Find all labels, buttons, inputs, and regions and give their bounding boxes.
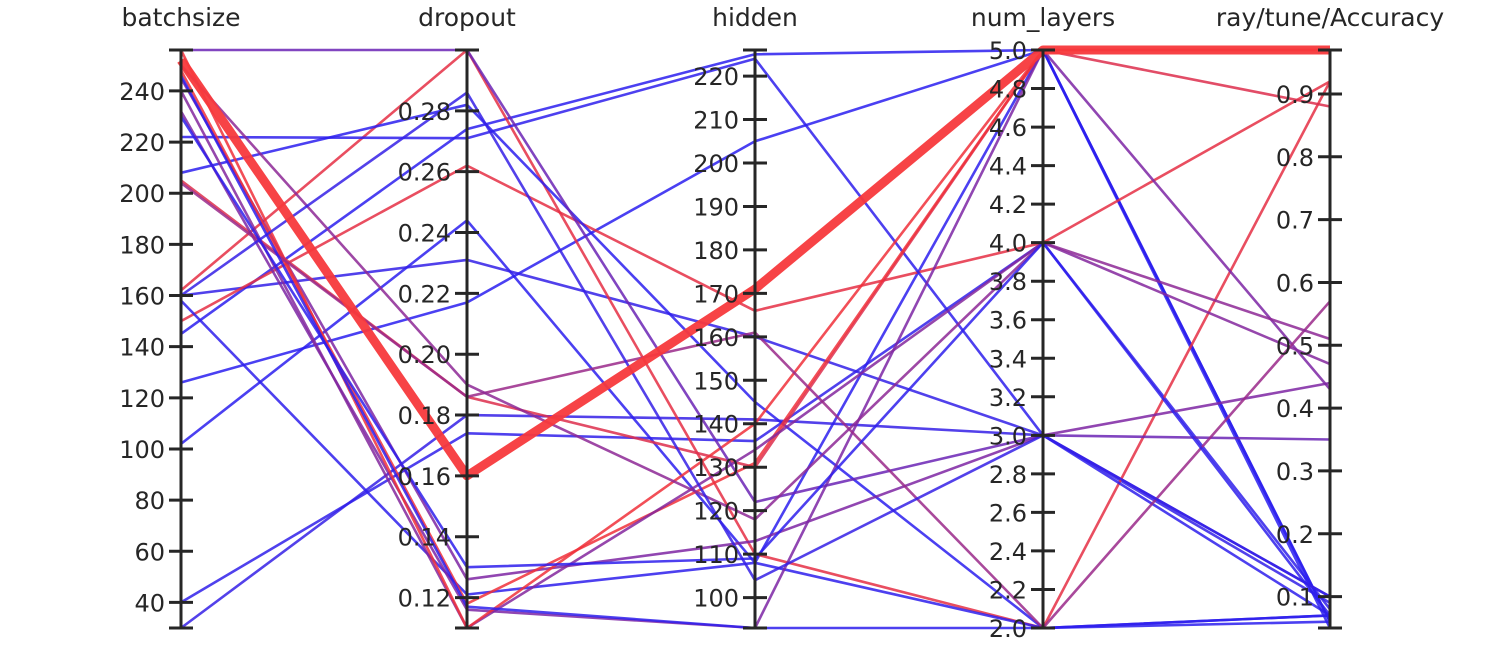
tick-label: 0.12 — [398, 585, 451, 613]
tick-label: 120 — [119, 385, 165, 413]
tick-label: 200 — [693, 150, 739, 178]
tick-label: 2.6 — [989, 499, 1027, 527]
axis-batchsize: 40 60 80 100 120 140 160 180 200 220 240 batchsize — [119, 3, 241, 630]
axis-accuracy: 0.1 0.2 0.3 0.4 0.5 0.6 0.7 0.8 0.9 ray/tune/Accu… — [1216, 3, 1444, 630]
tick-label: 4.8 — [989, 76, 1027, 104]
tick-label: 0.18 — [398, 402, 451, 430]
tick-label: 2.4 — [989, 538, 1027, 566]
tick-label: 100 — [119, 436, 165, 464]
tick-label: 3.6 — [989, 307, 1027, 335]
tick-label: 120 — [693, 498, 739, 526]
tick-label: 220 — [693, 63, 739, 91]
tick-label: 60 — [134, 538, 165, 566]
tick-label: 140 — [119, 334, 165, 362]
tick-label: 0.28 — [398, 98, 451, 126]
tick-label: 160 — [119, 283, 165, 311]
tick-label: 0.1 — [1276, 584, 1314, 612]
tick-label: 0.24 — [398, 220, 451, 248]
tick-label: 220 — [119, 129, 165, 157]
tick-label: 4.2 — [989, 191, 1027, 219]
tick-label: 110 — [693, 541, 739, 569]
tick-label: 180 — [119, 231, 165, 259]
tick-label: 150 — [693, 367, 739, 395]
axis-dropout: 0.12 0.14 0.16 0.18 0.20 0.22 0.24 0.26 0.28 drop… — [398, 3, 516, 630]
tick-label: 0.2 — [1276, 521, 1314, 549]
tick-label: 40 — [134, 589, 165, 617]
axis-title: batchsize — [121, 3, 240, 32]
tick-label: 0.7 — [1276, 207, 1314, 235]
tick-label: 100 — [693, 585, 739, 613]
tick-label: 190 — [693, 193, 739, 221]
tick-label: 0.16 — [398, 463, 451, 491]
tick-label: 4.6 — [989, 114, 1027, 142]
tick-label: 0.9 — [1276, 81, 1314, 109]
tick-label: 3.8 — [989, 268, 1027, 296]
tick-label: 200 — [119, 180, 165, 208]
axis-title: hidden — [712, 3, 798, 32]
axis-hidden: 100 110 120 130 140 150 160 170 180 190 200 210 220 h… — [693, 3, 798, 630]
tick-label: 2.0 — [989, 615, 1027, 643]
tick-label: 0.14 — [398, 524, 451, 552]
tick-label: 140 — [693, 411, 739, 439]
tick-label: 2.8 — [989, 461, 1027, 489]
tick-label: 170 — [693, 280, 739, 308]
tick-label: 80 — [134, 487, 165, 515]
tick-label: 3.2 — [989, 384, 1027, 412]
axes: 40 60 80 100 120 140 160 180 200 220 240 batchsize 0… — [119, 3, 1444, 643]
axis-num-layers: 2.0 2.2 2.4 2.6 2.8 3.0 3.2 3.4 3.6 3.8 4.0 4.2 4.4 4… — [971, 3, 1115, 643]
tick-label: 0.26 — [398, 159, 451, 187]
tick-label: 130 — [693, 454, 739, 482]
tick-label: 0.8 — [1276, 144, 1314, 172]
tick-label: 4.0 — [989, 230, 1027, 258]
tick-label: 5.0 — [989, 37, 1027, 65]
tick-label: 0.5 — [1276, 332, 1314, 360]
tick-label: 160 — [693, 324, 739, 352]
tick-label: 210 — [693, 107, 739, 135]
tick-label: 0.3 — [1276, 458, 1314, 486]
tick-label: 240 — [119, 78, 165, 106]
tick-label: 0.22 — [398, 280, 451, 308]
axis-title: num_layers — [971, 3, 1115, 32]
tick-label: 180 — [693, 237, 739, 265]
tick-label: 4.4 — [989, 153, 1027, 181]
tick-label: 0.20 — [398, 341, 451, 369]
tick-label: 0.4 — [1276, 395, 1314, 423]
tick-label: 3.4 — [989, 345, 1027, 373]
tick-label: 2.2 — [989, 576, 1027, 604]
tick-label: 3.0 — [989, 422, 1027, 450]
axis-title: dropout — [418, 3, 516, 32]
tick-label: 0.6 — [1276, 269, 1314, 297]
axis-title: ray/tune/Accuracy — [1216, 3, 1444, 32]
